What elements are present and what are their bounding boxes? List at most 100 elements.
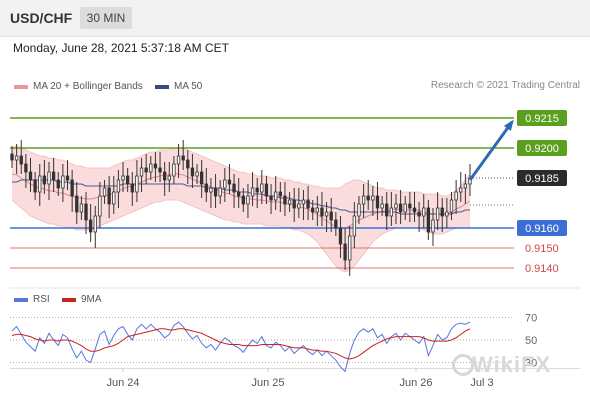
x-tick-label: Jul 3 — [470, 377, 493, 389]
candle-body — [274, 191, 278, 201]
candle-body — [135, 175, 139, 193]
candle-body — [65, 175, 70, 181]
level-badge-0-9215 — [517, 110, 567, 126]
timeframe-button[interactable]: 30 MIN — [80, 7, 132, 29]
candle-body — [329, 211, 333, 221]
x-tick-label: Jun 25 — [251, 377, 284, 389]
forecast-arrow-line — [468, 121, 514, 181]
candle-body — [33, 179, 37, 193]
candle-body — [139, 167, 144, 177]
candle-body — [287, 199, 292, 205]
candle-body — [56, 179, 60, 189]
candle-body — [426, 207, 431, 233]
candle-body — [311, 207, 315, 213]
candle-body — [28, 171, 33, 181]
candle-body — [417, 211, 421, 217]
candle-body — [361, 195, 366, 205]
candle-body — [422, 207, 426, 217]
header-bar: USD/CHF 30 MIN — [0, 0, 590, 37]
candle-body — [70, 179, 74, 197]
rsi-series-rsi — [11, 321, 471, 373]
level-badge-0-9185 — [517, 170, 567, 186]
x-tick-label: Jun 24 — [106, 377, 139, 389]
candle-body — [306, 199, 310, 209]
candle-body — [149, 163, 153, 173]
candle-body — [412, 207, 417, 213]
rsi-series-9ma — [11, 328, 471, 360]
candle-body — [88, 219, 93, 233]
candle-body — [315, 207, 319, 213]
candle-body — [181, 155, 185, 161]
candle-body — [366, 195, 370, 201]
candle-body — [10, 153, 14, 161]
candle-body — [371, 195, 375, 201]
candle-body — [403, 203, 407, 213]
candle-body — [172, 163, 176, 177]
candle-body — [14, 155, 19, 161]
candle-body — [163, 171, 167, 181]
candle-body — [237, 191, 241, 197]
level-label-0-9200: 0.9200 — [525, 143, 559, 155]
candle-body — [130, 183, 134, 193]
x-axis-line — [10, 368, 580, 369]
forecast-arrow-head — [503, 119, 514, 131]
candle-body — [264, 183, 269, 197]
candle-body — [320, 207, 324, 217]
candle-body — [121, 175, 125, 181]
candle-body — [47, 171, 51, 185]
candle-body — [75, 195, 79, 213]
bollinger-lower-line — [11, 199, 470, 273]
candle-body — [398, 203, 403, 213]
symbol-title: USD/CHF — [10, 10, 73, 26]
ma9-legend-swatch — [62, 298, 76, 302]
candle-body — [463, 183, 468, 189]
candle-body — [352, 215, 357, 237]
candle-body — [84, 203, 88, 221]
candle-body — [153, 163, 158, 169]
candle-body — [93, 215, 97, 233]
candle-body — [278, 191, 282, 197]
candle-body — [112, 191, 116, 205]
candle-body — [186, 159, 190, 169]
ma50-line — [12, 179, 470, 215]
level-label-0-9185: 0.9185 — [525, 173, 559, 185]
candle-body — [435, 207, 440, 221]
candle-body — [42, 175, 47, 185]
candle-body — [223, 179, 227, 189]
candle-body — [190, 167, 195, 177]
candle-body — [241, 195, 245, 205]
ma20-legend-swatch — [14, 85, 28, 89]
candle-body — [209, 187, 213, 193]
level-label-0-9215: 0.9215 — [525, 113, 559, 125]
level-label-0-9140: 0.9140 — [525, 263, 559, 275]
candle-body — [176, 155, 181, 165]
candle-body — [394, 203, 398, 209]
candle-body — [324, 211, 329, 217]
candle-body — [79, 203, 84, 213]
candle-body — [459, 187, 463, 193]
candle-body — [357, 203, 361, 217]
candle-body — [380, 203, 384, 209]
candle-body — [297, 203, 301, 209]
ma20-line — [11, 173, 471, 230]
ma50-legend-label: MA 50 — [174, 81, 203, 92]
candle-body — [292, 199, 296, 209]
candle-body — [389, 207, 394, 217]
rsi-tick-label: 30 — [525, 357, 537, 369]
candle-body — [283, 195, 287, 205]
level-label-0-9150: 0.9150 — [525, 243, 559, 255]
candle-body — [98, 195, 102, 217]
candle-body — [102, 187, 107, 197]
candle-body — [301, 199, 306, 205]
candle-body — [445, 211, 449, 217]
bollinger-upper-line — [11, 145, 471, 197]
candle-body — [232, 183, 236, 193]
rsi-legend-swatch — [14, 298, 28, 302]
candle-body — [385, 203, 389, 217]
x-tick-label: Jun 26 — [399, 377, 432, 389]
candle-body — [158, 167, 162, 173]
candle-body — [125, 175, 130, 185]
candle-body — [116, 179, 121, 193]
candle-body — [200, 171, 204, 185]
